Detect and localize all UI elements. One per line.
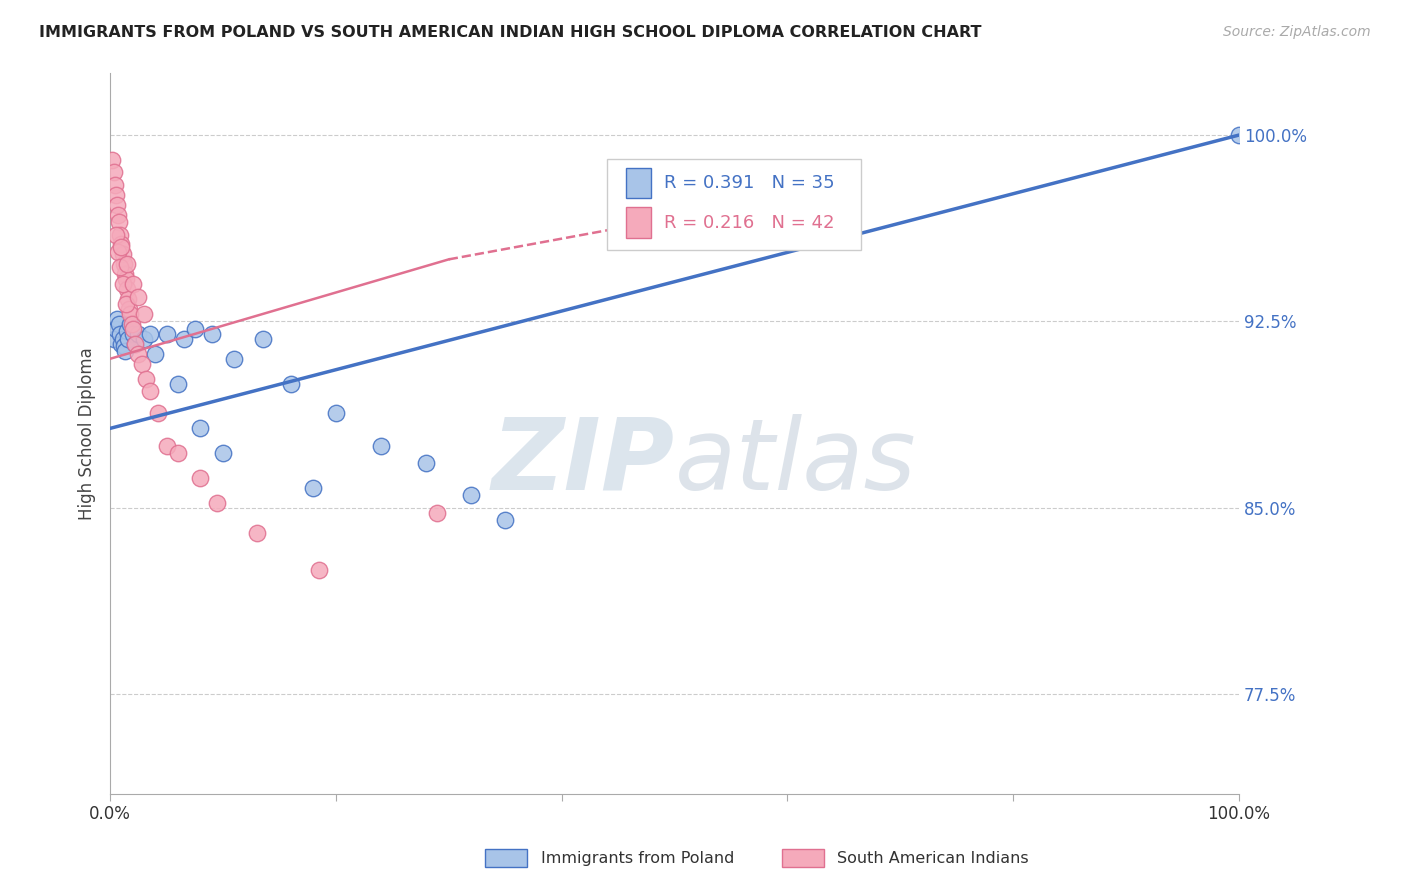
Point: [415, 456, 437, 470]
Point: [167, 446, 190, 460]
Text: ZIP: ZIP: [492, 414, 675, 510]
Point: [370, 439, 392, 453]
FancyBboxPatch shape: [607, 160, 860, 250]
Point: [111, 277, 134, 292]
Point: [114, 344, 136, 359]
Point: [280, 376, 302, 391]
Point: [111, 247, 134, 261]
Point: [155, 326, 177, 341]
Point: [173, 332, 195, 346]
Point: [110, 237, 132, 252]
Point: [494, 513, 516, 527]
Point: [325, 407, 347, 421]
Point: [110, 260, 132, 274]
Text: IMMIGRANTS FROM POLAND VS SOUTH AMERICAN INDIAN HIGH SCHOOL DIPLOMA CORRELATION : IMMIGRANTS FROM POLAND VS SOUTH AMERICAN…: [39, 25, 981, 40]
Point: [426, 506, 449, 520]
Point: [104, 178, 127, 192]
Point: [108, 215, 131, 229]
Text: South American Indians: South American Indians: [837, 851, 1028, 865]
Point: [103, 165, 125, 179]
Point: [121, 317, 143, 331]
Point: [112, 257, 135, 271]
Point: [118, 301, 141, 316]
Point: [138, 326, 160, 341]
Bar: [626, 168, 651, 198]
Point: [190, 421, 212, 435]
Text: Source: ZipAtlas.com: Source: ZipAtlas.com: [1223, 25, 1371, 39]
Point: [121, 277, 143, 292]
Text: Immigrants from Poland: Immigrants from Poland: [541, 851, 735, 865]
Point: [105, 197, 128, 211]
Text: R = 0.391   N = 35: R = 0.391 N = 35: [664, 174, 835, 192]
Point: [117, 292, 139, 306]
Point: [132, 307, 155, 321]
Point: [107, 208, 129, 222]
Point: [184, 322, 207, 336]
Point: [121, 322, 143, 336]
Point: [110, 326, 132, 341]
Point: [104, 227, 127, 242]
Point: [252, 332, 274, 346]
Point: [104, 187, 127, 202]
Point: [143, 347, 166, 361]
Point: [127, 347, 149, 361]
Point: [108, 317, 131, 331]
Point: [131, 357, 153, 371]
Bar: [626, 207, 651, 237]
Point: [224, 351, 246, 366]
Point: [212, 446, 235, 460]
Point: [115, 272, 138, 286]
Text: atlas: atlas: [675, 414, 917, 510]
Point: [155, 439, 177, 453]
Point: [114, 267, 136, 281]
Point: [207, 496, 229, 510]
Point: [146, 407, 169, 421]
Point: [120, 317, 142, 331]
Point: [110, 227, 132, 242]
Point: [111, 332, 134, 346]
Point: [107, 244, 129, 259]
Point: [135, 371, 157, 385]
Point: [132, 332, 155, 346]
Point: [110, 240, 132, 254]
Point: [115, 297, 138, 311]
Text: R = 0.216   N = 42: R = 0.216 N = 42: [664, 213, 835, 232]
Point: [190, 471, 212, 485]
Point: [124, 336, 146, 351]
Point: [120, 307, 142, 321]
Point: [138, 384, 160, 398]
Point: [110, 336, 132, 351]
Point: [112, 339, 135, 353]
Point: [121, 326, 143, 341]
Point: [104, 322, 127, 336]
Point: [124, 336, 146, 351]
Point: [127, 290, 149, 304]
Point: [201, 326, 224, 341]
Point: [302, 481, 325, 495]
Point: [103, 332, 125, 346]
Point: [127, 326, 149, 341]
Point: [101, 153, 124, 167]
Point: [115, 325, 138, 339]
Point: [246, 525, 269, 540]
Y-axis label: High School Diploma: High School Diploma: [79, 347, 96, 520]
Point: [460, 488, 482, 502]
Point: [115, 282, 138, 296]
Point: [115, 257, 138, 271]
Point: [308, 563, 330, 577]
Point: [117, 332, 139, 346]
Point: [167, 376, 190, 391]
Point: [1227, 128, 1250, 142]
Point: [105, 312, 128, 326]
